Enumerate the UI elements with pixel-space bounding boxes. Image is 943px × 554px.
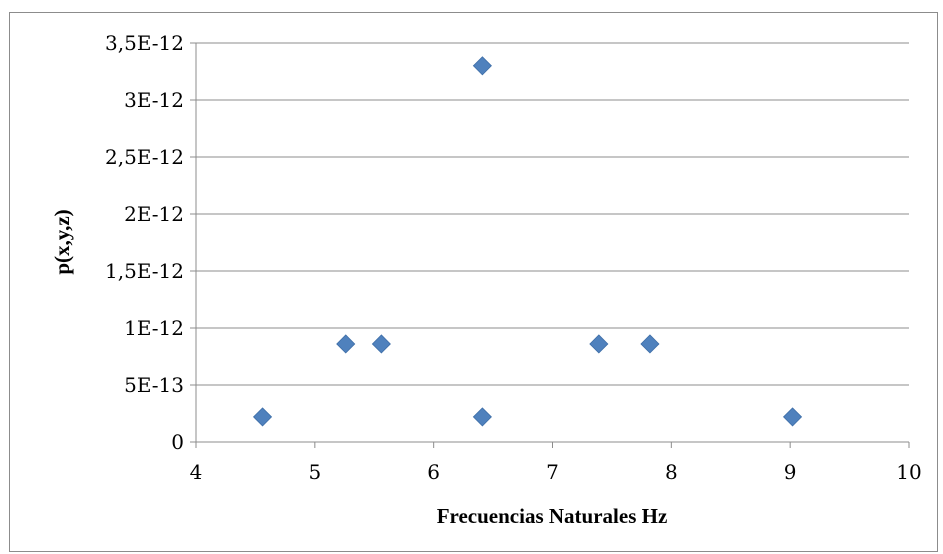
y-tick-label: 1E-12 <box>124 316 184 340</box>
axes <box>190 42 910 448</box>
y-tick-label: 2E-12 <box>124 202 184 226</box>
x-tick-label: 6 <box>427 460 440 484</box>
gridlines <box>196 42 909 386</box>
x-tick-label: 9 <box>784 460 797 484</box>
y-tick-label: 3E-12 <box>124 88 184 112</box>
y-axis-tick-labels: 0 5E-13 1E-12 1,5E-12 2E-12 2,5E-12 3E-12 3,5E-… <box>105 31 184 454</box>
data-point <box>252 407 273 427</box>
data-point <box>472 407 492 427</box>
x-tick-label: 4 <box>190 460 203 484</box>
x-tick-label: 7 <box>546 460 559 484</box>
data-point <box>371 334 391 354</box>
data-point <box>336 334 356 354</box>
data-point <box>782 407 803 427</box>
y-tick-label: 2,5E-12 <box>105 145 184 169</box>
y-tick-label: 1,5E-12 <box>105 259 184 283</box>
data-point <box>472 56 492 76</box>
data-points <box>252 56 803 427</box>
x-axis-title: Frecuencias Naturales Hz <box>437 504 668 528</box>
data-point <box>640 334 660 354</box>
y-tick-label: 0 <box>171 430 184 454</box>
x-tick-label: 10 <box>896 460 921 484</box>
y-tick-label: 3,5E-12 <box>105 31 184 55</box>
data-point <box>589 334 609 354</box>
x-tick-label: 8 <box>665 460 678 484</box>
y-axis-title: p(x,y,z) <box>50 209 74 274</box>
x-axis-tick-labels: 4 5 6 7 8 9 10 <box>190 460 922 484</box>
y-tick-label: 5E-13 <box>124 373 184 397</box>
chart-area <box>9 12 938 552</box>
x-tick-label: 5 <box>308 460 321 484</box>
